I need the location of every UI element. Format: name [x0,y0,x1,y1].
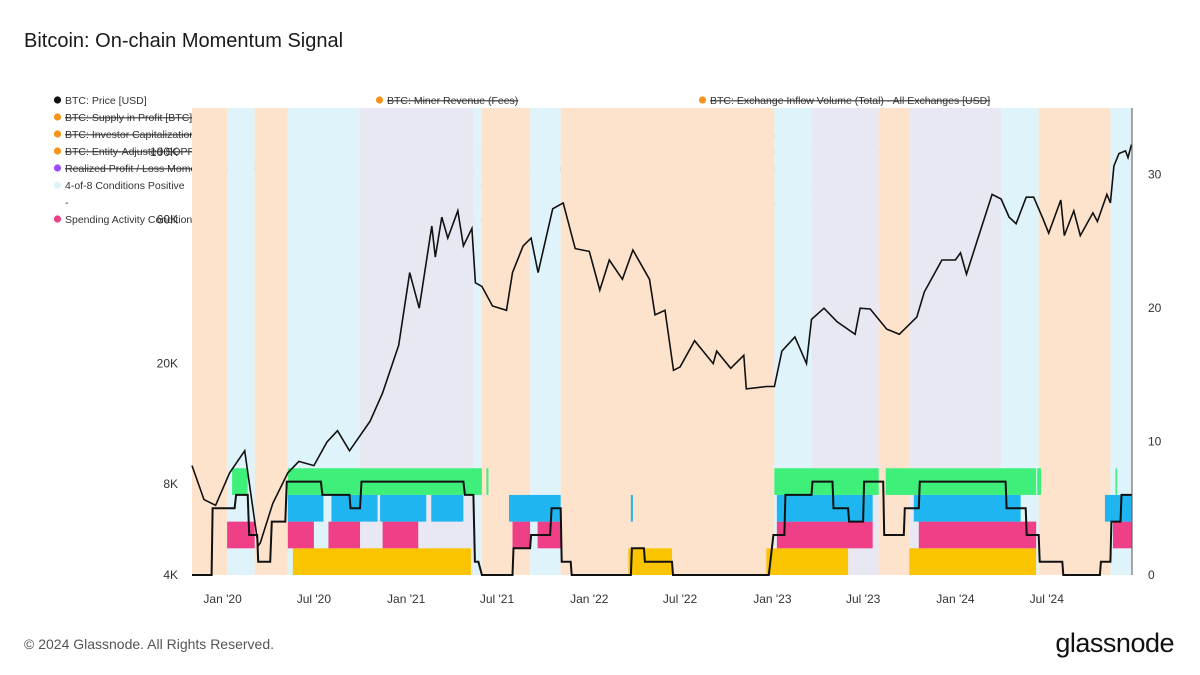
glassnode-logo: glassnode [1055,628,1174,658]
legend-label: BTC: Miner Revenue (Fees) [387,95,518,107]
regime-fewer-0 [192,108,228,575]
series-lines [191,144,1133,576]
condition-band-3-0 [232,468,248,495]
condition-band-1-6 [776,521,873,549]
condition-band-1-4 [512,521,531,549]
condition-band-3-2 [486,468,489,495]
y-right-tick-label: 10 [1148,435,1162,449]
x-tick-label: Jan '24 [936,592,975,606]
legend-dot [53,181,62,189]
x-tick-label: Jul '21 [480,592,515,606]
legend-dot [53,147,62,155]
x-tick-label: Jan '20 [203,592,242,606]
regime-positive4-1 [227,108,255,575]
legend-label: - [65,197,69,209]
condition-band-2-7 [913,494,1021,522]
btc-price-line [191,144,1133,548]
composite-index-line [192,480,1132,576]
x-tick-label: Jul '24 [1030,592,1065,606]
legend-label: Spending Activity Conditions [65,214,198,226]
condition-band-1-8 [1112,521,1132,549]
legend-dot [53,96,62,104]
condition-band-2-0 [287,494,324,522]
chart-title: Bitcoin: On-chain Momentum Signal [24,30,344,52]
y-right-tick-label: 0 [1148,568,1155,582]
condition-band-3-5 [1037,468,1042,495]
condition-band-1-3 [382,521,419,549]
y-right-tick-label: 20 [1148,301,1162,315]
regime-fewer-2 [254,108,288,575]
legend-dot [698,96,707,104]
y-right-tick-label: 30 [1148,168,1162,182]
regime-positive4-15 [1110,108,1132,575]
condition-band-2-3 [431,494,464,522]
condition-band-2-5 [630,494,633,522]
condition-band-0-4 [909,548,1037,575]
x-tick-label: Jan '21 [387,592,426,606]
legend-dot [53,164,62,172]
copyright-footer: © 2024 Glassnode. All Rights Reserved. [24,636,275,652]
x-tick-label: Jul '22 [663,592,698,606]
condition-band-0-0 [292,548,471,575]
legend-label: BTC: Exchange Inflow Volume (Total) - Al… [710,95,990,107]
legend-label: BTC: Price [USD] [65,95,147,107]
axes: Jan '20 Jul '20 Jan '21 Jul '21 Jan '22 Jul '… [150,108,1162,606]
condition-band-1-1 [287,521,314,549]
legend-dot [53,130,62,138]
legend-dot [375,96,384,104]
condition-band-3-6 [1115,468,1117,495]
condition-band-1-2 [328,521,361,549]
x-tick-label: Jul '20 [297,592,332,606]
regime-positive4-5 [473,108,482,575]
y-left-tick-label: 100K [150,145,178,159]
legend-label: BTC: Investor Capitalization [65,129,195,141]
legend-label: BTC: Entity-Adjusted SOPR [65,146,196,158]
condition-band-2-2 [380,494,427,522]
condition-band-2-6 [776,494,873,522]
x-tick-label: Jan '22 [570,592,609,606]
legend-dot [53,215,62,223]
x-tick-label: Jan '23 [753,592,792,606]
y-left-tick-label: 8K [163,477,178,491]
legend-dot [53,113,62,121]
condition-band-0-3 [775,548,849,575]
y-left-tick-label: 20K [157,357,178,371]
y-left-tick-label: 60K [157,212,178,226]
regime-fewer-14 [1038,108,1111,575]
legend-label: 4-of-8 Conditions Positive [65,180,185,192]
regime-fewer-8 [560,108,775,575]
x-tick-label: Jul '23 [846,592,881,606]
condition-band-2-8 [1104,494,1132,522]
legend-label: BTC: Supply in Profit [BTC] [65,112,192,124]
y-left-tick-label: 4K [163,568,178,582]
condition-band-1-7 [918,521,1037,549]
